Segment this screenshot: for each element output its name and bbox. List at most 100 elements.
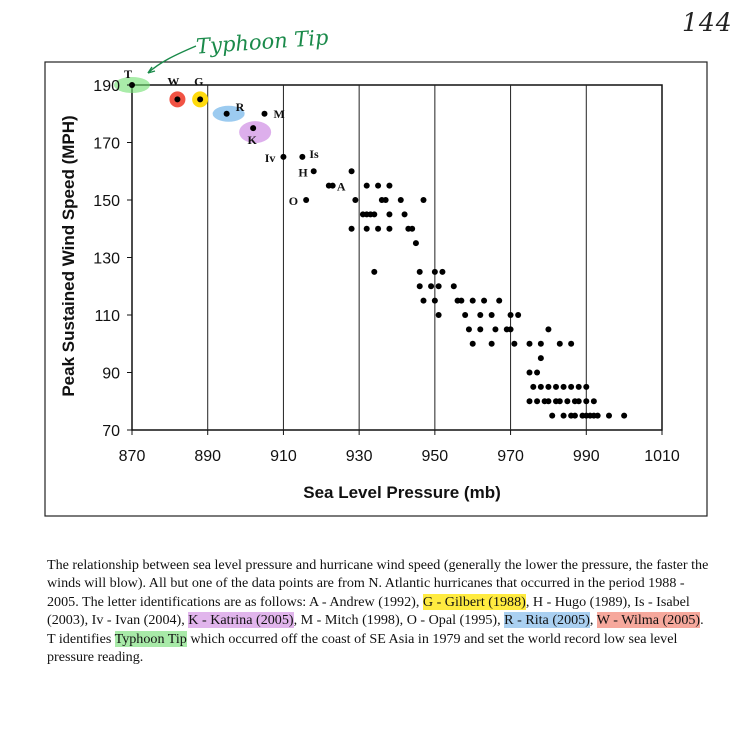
data-point [545, 398, 552, 405]
data-point [465, 326, 472, 333]
data-point [556, 340, 563, 347]
y-tick-label: 170 [93, 136, 120, 153]
data-point [477, 312, 484, 318]
data-point [299, 153, 306, 160]
data-point [583, 383, 590, 390]
data-point [386, 225, 393, 232]
data-point [329, 182, 336, 189]
data-point [477, 326, 484, 333]
caption-text: The relationship between sea level press… [47, 557, 709, 610]
data-point [530, 383, 537, 390]
data-point [420, 197, 427, 203]
point-label-R: R [236, 100, 245, 114]
figure-border [44, 61, 708, 517]
data-point [409, 225, 416, 232]
y-tick-label: 110 [94, 308, 120, 325]
data-point [564, 398, 571, 405]
x-tick-label: 990 [573, 448, 600, 465]
caption-katrina: K - Katrina (2005) [188, 612, 294, 629]
caption-rita: R - Rita (2005) [504, 612, 590, 629]
x-tick-label: 890 [194, 448, 221, 465]
caption-wilma: W - Wilma (2005) [596, 612, 701, 629]
data-point [568, 383, 575, 390]
data-point [428, 283, 435, 290]
x-tick-label: 1010 [644, 448, 680, 465]
plot-area [131, 84, 663, 431]
data-point [568, 340, 575, 347]
data-point [223, 110, 230, 117]
data-point [375, 182, 382, 189]
data-point [382, 197, 389, 203]
caption-gilbert: G - Gilbert (1988) [422, 593, 526, 610]
y-tick-label: 150 [93, 193, 120, 210]
x-tick-label: 970 [497, 448, 524, 465]
data-point [348, 168, 355, 175]
y-tick-label: 70 [102, 423, 120, 440]
figure-caption: The relationship between sea level press… [47, 556, 715, 666]
point-label-O: O [289, 194, 298, 208]
data-point [492, 326, 499, 333]
data-point [401, 211, 408, 218]
data-point [553, 383, 559, 390]
data-point [439, 268, 446, 275]
data-point [545, 326, 552, 333]
data-point [420, 297, 427, 304]
data-point [352, 197, 359, 203]
data-point [280, 153, 287, 160]
data-point [469, 297, 476, 304]
data-point [435, 312, 442, 318]
y-tick-label: 190 [93, 78, 120, 95]
y-tick-label: 90 [102, 366, 120, 383]
x-tick-label: 870 [119, 448, 146, 465]
data-point [462, 312, 469, 318]
data-point [511, 340, 518, 347]
data-point [507, 326, 514, 333]
data-point [537, 383, 544, 390]
data-point [545, 383, 552, 390]
data-point [583, 398, 590, 405]
data-point [621, 412, 628, 419]
data-point [450, 283, 457, 290]
data-point [481, 297, 488, 304]
data-point [537, 340, 544, 347]
data-point [549, 412, 556, 419]
data-point [571, 412, 578, 419]
annotation-arrow [147, 45, 197, 74]
data-point [496, 297, 503, 304]
data-point [303, 197, 310, 203]
data-point [507, 312, 514, 318]
data-point [431, 297, 438, 304]
x-axis-label: Sea Level Pressure (mb) [303, 483, 500, 502]
data-point [458, 297, 465, 304]
data-point [594, 412, 601, 419]
data-point [261, 110, 268, 117]
data-point [431, 268, 438, 275]
data-point [250, 125, 257, 132]
data-point [606, 412, 612, 419]
caption-text: which occurred off the coast of SE Asia … [47, 630, 678, 666]
point-label-G: G [194, 74, 203, 88]
point-label-H: H [298, 165, 308, 179]
data-point [435, 283, 442, 290]
data-point [534, 369, 541, 376]
x-tick-label: 930 [346, 448, 373, 465]
data-point [375, 225, 382, 232]
data-point [386, 182, 393, 189]
caption-typhoon-tip: Typhoon Tip [114, 630, 187, 647]
caption-text: , [589, 612, 597, 629]
data-point [556, 398, 563, 405]
point-label-K: K [247, 133, 257, 147]
data-point [416, 268, 423, 275]
caption-text: . T identifies [47, 612, 704, 647]
data-point [371, 211, 378, 218]
data-point [560, 383, 567, 390]
data-point [197, 96, 204, 103]
highlight-K [239, 121, 272, 144]
data-point [488, 340, 495, 347]
data-point [534, 398, 541, 405]
caption-text: , H - Hugo (1989), Is - Isabel (2003), I… [47, 593, 690, 629]
data-point [397, 197, 404, 203]
data-point [348, 225, 355, 232]
scatter-chart: T W G R M K Iv IsH A O 870 890 910 930 950 970 990 1010 7… [44, 45, 708, 517]
x-tick-label: 950 [422, 448, 449, 465]
